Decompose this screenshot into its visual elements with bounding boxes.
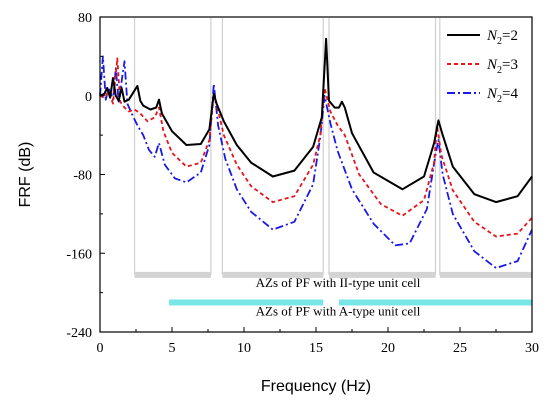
y-tick-label: 80	[78, 11, 92, 26]
y-tick-label: -160	[66, 247, 92, 262]
attenuation-band-segment	[222, 271, 324, 278]
x-tick-label: 15	[309, 341, 323, 356]
y-axis-label: FRF (dB)	[17, 142, 34, 208]
y-tick-label: 0	[85, 90, 92, 105]
attenuation-band-segment	[328, 271, 436, 278]
series-line	[99, 57, 533, 238]
axis-ticks: 0 5 10 15 20 25 30 -240 -160 -80 0 80	[66, 11, 539, 356]
series-line	[99, 55, 533, 269]
x-tick-label: 10	[237, 341, 251, 356]
attenuation-band-segment	[134, 271, 211, 278]
series-lines	[99, 37, 533, 269]
attenuation-band-segment	[339, 299, 532, 306]
legend-label: N2=2	[486, 28, 518, 47]
x-tick-label: 30	[525, 341, 539, 356]
band-edge-lines	[133, 18, 441, 275]
x-tick-label: 25	[453, 341, 467, 356]
series-line	[99, 37, 533, 204]
y-tick-label: -80	[73, 169, 92, 184]
y-tick-label: -240	[66, 326, 92, 341]
legend-label: N2=3	[486, 57, 518, 76]
x-tick-label: 20	[381, 341, 395, 356]
x-tick-label: 5	[169, 341, 176, 356]
band-label: AZs of PF with A-type unit cell	[256, 303, 421, 318]
x-axis-label: Frequency (Hz)	[261, 378, 371, 395]
x-tick-label: 0	[97, 341, 104, 356]
attenuation-zone-bands: AZs of PF with II-type unit cell AZs of P…	[134, 271, 532, 318]
attenuation-band-segment	[439, 271, 532, 278]
band-label: AZs of PF with II-type unit cell	[256, 275, 421, 290]
legend-label: N2=4	[486, 86, 518, 105]
attenuation-band-segment	[169, 299, 324, 306]
legend: N2=2 N2=3 N2=4	[447, 28, 518, 105]
